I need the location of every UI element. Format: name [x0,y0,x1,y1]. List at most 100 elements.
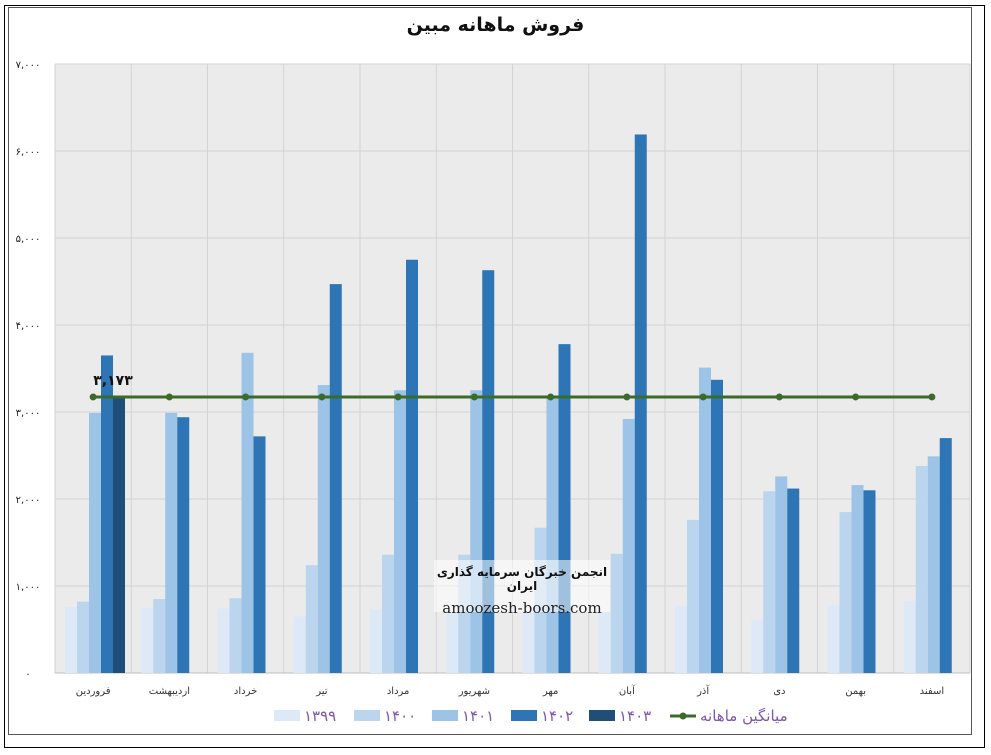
watermark: انجمن خبرگان سرمایه گذاری ایران amoozesh… [434,560,610,617]
legend-swatch [354,710,380,721]
bar [927,456,940,673]
bar [293,616,306,673]
bar [711,379,723,673]
bar [394,390,406,673]
x-tick-label: مرداد [387,686,410,697]
y-tick-label: ۴,۰۰۰ [16,321,41,332]
bar [839,512,852,673]
bar [863,490,876,673]
legend-label: ۱۴۰۳ [619,707,651,725]
bar [634,134,647,674]
bar [382,554,394,673]
bar [141,607,154,673]
bar [153,599,166,673]
bar [915,465,928,673]
bar [763,491,776,673]
x-tick-label: خرداد [234,686,257,697]
x-tick-label: اسفند [920,686,944,697]
y-tick-label: ۳,۰۰۰ [16,408,41,419]
bar [305,565,318,673]
bar [598,612,611,673]
bar [89,412,101,673]
y-tick-label: ۱,۰۰۰ [16,582,41,593]
bar [317,385,330,673]
average-line-point [394,393,402,401]
legend-label: ۱۳۹۹ [304,707,336,725]
y-tick-label: ۲,۰۰۰ [16,495,41,506]
chart-title: فروش ماهانه مبین [406,14,585,36]
average-line-point [89,393,97,401]
average-line-point [775,393,783,401]
average-line-point [699,393,707,401]
watermark-url: amoozesh-boors.com [442,599,602,617]
average-line-point [318,393,326,401]
average-line-point [242,393,250,401]
bar [610,553,623,673]
average-line-point [852,393,860,401]
bar [546,396,559,673]
legend-label: میانگین ماهانه [700,707,788,725]
data-label-1403: ۳,۱۷۳ [93,373,133,389]
y-tick-label: ۰ [25,669,30,680]
x-tick-label: تیر [315,686,328,697]
bar [165,412,178,673]
bar [177,417,190,673]
bar [827,605,840,673]
bar [370,609,382,673]
bar [101,355,113,673]
legend-label: ۱۴۰۲ [541,707,573,725]
bar [77,601,89,673]
x-tick-label: اردیبهشت [149,686,190,697]
bar [217,608,230,673]
chart-inner-frame [8,7,972,735]
bar [113,396,125,673]
bar [470,390,483,673]
x-tick-label: آذر [696,684,710,697]
bar [751,619,764,673]
bar [522,610,535,673]
legend-label: ۱۴۰۱ [462,707,494,725]
legend-label: ۱۴۰۰ [384,707,416,725]
x-tick-label: دی [773,686,785,697]
bar [687,519,699,673]
legend-swatch [432,710,458,721]
bar [558,344,571,673]
legend: ۱۳۹۹ ۱۴۰۰ ۱۴۰۱ ۱۴۰۲ ۱۴۰۳ میانگین ماهانه [274,707,788,725]
bar [241,352,254,673]
average-line-point [470,393,478,401]
y-tick-label: ۵,۰۰۰ [16,234,41,245]
legend-swatch [589,710,615,721]
watermark-title: انجمن خبرگان سرمایه گذاری ایران [436,565,608,593]
x-tick-label: شهریور [458,686,490,697]
bar [675,606,687,673]
y-axis-ticks: ۰ ۱,۰۰۰ ۲,۰۰۰ ۳,۰۰۰ ۴,۰۰۰ ۵,۰۰۰ ۶,۰۰۰ ۷,۰۰۰ [16,60,41,680]
bar [406,259,418,673]
bar [851,485,864,673]
bar [787,488,800,673]
average-line-point [547,393,555,401]
average-line-point [928,393,936,401]
bar [253,436,266,673]
x-tick-label: آبان [619,684,636,697]
bar [329,284,342,673]
y-tick-label: ۷,۰۰۰ [16,60,41,71]
legend-swatch [274,710,300,721]
bar [903,600,916,673]
x-tick-label: مهر [542,686,558,697]
average-line [89,393,936,401]
legend-line-marker [679,712,687,720]
bar [229,598,242,673]
bar [939,438,952,673]
bar [622,418,635,673]
bar [699,367,711,673]
x-tick-label: بهمن [845,686,866,697]
grid-lines [54,63,971,674]
x-tick-label: فروردین [76,686,111,697]
bar [775,476,788,673]
average-line-point [165,393,173,401]
bars [65,134,952,674]
bar [446,612,459,673]
legend-swatch [511,710,537,721]
y-tick-label: ۶,۰۰۰ [16,147,41,158]
